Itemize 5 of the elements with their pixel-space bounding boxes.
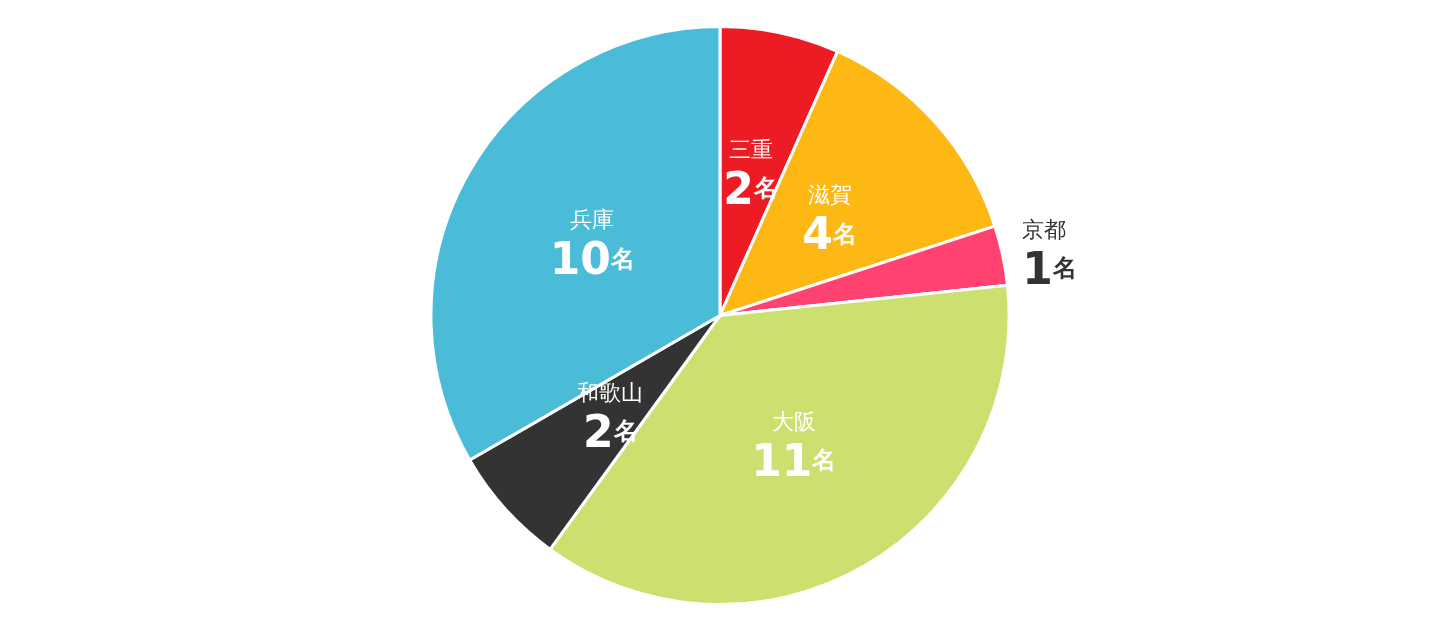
- slice-label: 滋賀: [807, 182, 852, 208]
- slice-label: 京都: [1022, 216, 1067, 242]
- slice-label: 兵庫: [570, 207, 615, 233]
- slice-label: 大阪: [771, 408, 816, 434]
- slice-label: 三重: [728, 136, 773, 162]
